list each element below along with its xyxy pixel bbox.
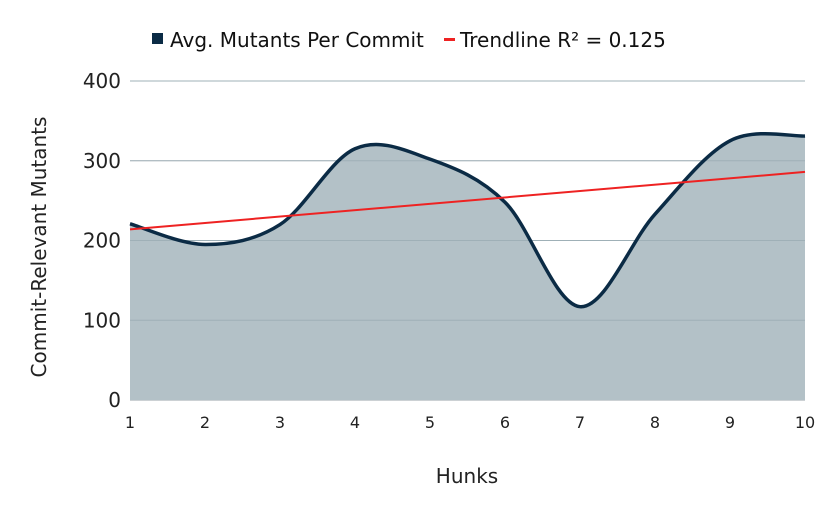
x-tick-label: 7: [575, 413, 585, 432]
x-tick-labels: 1 2 3 4 5 6 7 8 9 10: [125, 413, 815, 432]
line-layer: [129, 131, 806, 309]
x-axis-title: Hunks: [436, 464, 498, 488]
y-tick-label: 200: [83, 229, 121, 253]
x-tick-label: 10: [795, 413, 815, 432]
x-tick-label: 1: [125, 413, 135, 432]
legend-swatch-trendline: [444, 38, 455, 41]
x-tick-label: 4: [350, 413, 360, 432]
x-tick-label: 2: [200, 413, 210, 432]
legend: Avg. Mutants Per Commit Trendline R² = 0…: [152, 28, 666, 52]
series-line: [129, 131, 806, 309]
trend-layer: [129, 170, 806, 231]
y-tick-label: 400: [83, 69, 121, 93]
legend-swatch-series: [152, 33, 163, 44]
x-tick-label: 3: [275, 413, 285, 432]
y-axis-title: Commit-Relevant Mutants: [27, 117, 51, 378]
legend-label-trendline: Trendline R² = 0.125: [459, 28, 666, 52]
x-tick-label: 8: [650, 413, 660, 432]
y-tick-label: 0: [108, 388, 121, 412]
y-tick-label: 300: [83, 149, 121, 173]
x-tick-label: 5: [425, 413, 435, 432]
trendline: [129, 170, 806, 231]
x-tick-label: 9: [725, 413, 735, 432]
y-tick-label: 100: [83, 308, 121, 332]
area-layer: [130, 80, 805, 400]
x-tick-label: 6: [500, 413, 510, 432]
area-fill: [130, 133, 805, 400]
legend-label-series: Avg. Mutants Per Commit: [170, 28, 424, 52]
y-tick-labels: 0 100 200 300 400: [83, 69, 121, 412]
